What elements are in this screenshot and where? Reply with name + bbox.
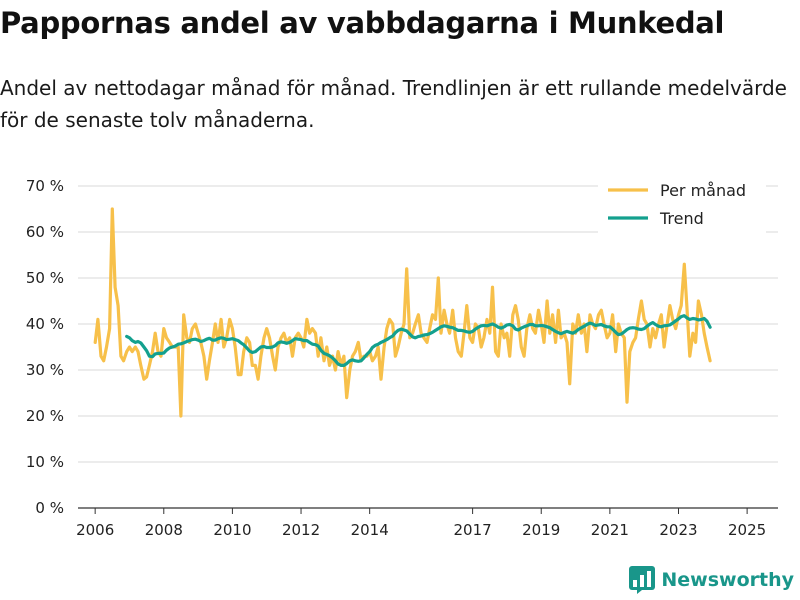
y-tick-label: 70 %: [26, 177, 64, 195]
x-tick-label: 2010: [213, 521, 251, 539]
legend-label: Per månad: [660, 181, 746, 200]
y-tick-label: 30 %: [26, 361, 64, 379]
x-tick-label: 2006: [76, 521, 114, 539]
legend-label: Trend: [659, 209, 704, 228]
chart-series: [93, 207, 712, 418]
y-tick-label: 10 %: [26, 453, 64, 471]
brand-name: Newsworthy: [661, 569, 794, 591]
y-tick-label: 60 %: [26, 223, 64, 241]
y-tick-label: 40 %: [26, 315, 64, 333]
chart-legend: Per månad Trend: [598, 176, 766, 234]
x-tick-label: 2019: [522, 521, 560, 539]
legend-background: [598, 176, 766, 234]
x-tick-label: 2023: [659, 521, 697, 539]
x-tick-label: 2025: [728, 521, 766, 539]
x-axis: 2006 2008 2010 2012 2014 2017 2019 2021 2023 2025: [76, 507, 778, 539]
series-line-trend: [125, 314, 712, 367]
newsworthy-logo-icon: [629, 566, 656, 594]
page-subtitle: Andel av nettodagar månad för månad. Tre…: [0, 76, 787, 132]
x-tick-label: 2014: [351, 521, 389, 539]
y-tick-label: 20 %: [26, 407, 64, 425]
y-axis: 0 % 10 % 20 % 30 % 40 % 50 % 60 % 70 %: [26, 177, 64, 517]
page-title: Pappornas andel av vabbdagarna i Munkeda…: [0, 6, 725, 40]
x-tick-label: 2021: [591, 521, 629, 539]
x-tick-label: 2012: [282, 521, 320, 539]
newsworthy-brand: Newsworthy: [629, 566, 794, 594]
x-tick-label: 2017: [454, 521, 492, 539]
series-line-monthly: [93, 207, 712, 418]
y-tick-label: 0 %: [35, 499, 64, 517]
y-tick-label: 50 %: [26, 269, 64, 287]
x-tick-label: 2008: [145, 521, 183, 539]
